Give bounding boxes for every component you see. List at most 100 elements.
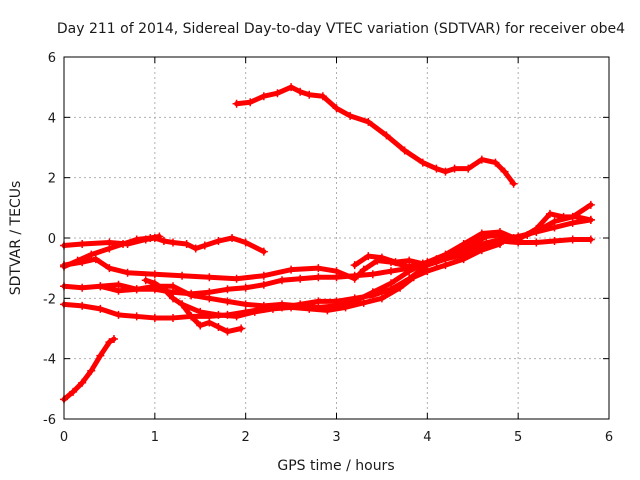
data-point <box>532 224 541 233</box>
data-point <box>305 90 314 99</box>
data-point <box>368 270 377 279</box>
x-tick-label: 1 <box>151 430 159 445</box>
data-point <box>441 261 450 270</box>
data-point <box>78 258 87 267</box>
data-point <box>132 312 141 321</box>
data-point <box>259 247 268 256</box>
data-point <box>477 155 486 164</box>
data-point <box>250 307 259 316</box>
data-point <box>350 261 359 270</box>
data-point <box>477 229 486 238</box>
data-point <box>350 271 359 280</box>
data-point <box>96 304 105 313</box>
series-arc-d <box>60 200 595 298</box>
series-arc-g <box>141 276 246 336</box>
data-point <box>205 273 214 282</box>
data-point <box>105 244 114 253</box>
y-tick-label: -2 <box>43 292 56 307</box>
data-point <box>232 99 241 108</box>
data-point <box>214 237 223 246</box>
data-point <box>459 255 468 264</box>
data-point <box>237 324 246 333</box>
data-point <box>387 279 395 288</box>
data-point <box>91 255 100 264</box>
data-point <box>105 264 114 273</box>
data-point <box>323 306 332 315</box>
series-arc-h <box>178 240 504 321</box>
data-point <box>382 131 391 140</box>
y-axis-label: SDTVAR / TECUs <box>8 181 24 296</box>
data-point <box>532 238 541 247</box>
data-point <box>169 238 177 247</box>
data-point <box>568 235 577 244</box>
data-point <box>123 268 132 277</box>
data-point <box>514 235 523 244</box>
data-point <box>586 215 595 224</box>
data-point <box>178 271 187 280</box>
data-point <box>432 258 441 267</box>
data-point <box>314 273 323 282</box>
data-point <box>150 270 159 279</box>
data-point <box>223 297 232 306</box>
data-point <box>78 240 87 249</box>
data-point <box>232 274 241 283</box>
x-tick-label: 5 <box>514 430 522 445</box>
data-point <box>150 279 159 288</box>
data-point <box>268 304 277 313</box>
data-point <box>241 238 250 247</box>
data-point <box>246 98 255 107</box>
data-point <box>96 351 105 360</box>
data-point <box>332 104 341 113</box>
data-point <box>359 265 368 274</box>
data-point <box>87 366 96 375</box>
data-point <box>278 276 286 285</box>
data-point <box>287 303 296 312</box>
data-point <box>559 212 568 221</box>
data-point <box>550 223 559 232</box>
data-point <box>418 158 427 167</box>
data-point <box>132 285 141 294</box>
data-point <box>359 298 368 307</box>
data-point <box>509 179 518 188</box>
data-point <box>368 288 377 297</box>
data-point <box>214 310 223 319</box>
data-point <box>387 267 395 276</box>
data-point <box>364 117 373 126</box>
data-point <box>259 271 268 280</box>
data-point <box>364 252 373 261</box>
data-point <box>496 227 504 236</box>
data-point <box>332 273 341 282</box>
x-tick-label: 0 <box>60 430 68 445</box>
data-point <box>205 294 214 303</box>
ticks: 0 1 2 3 4 5 6 -6 -4 -2 0 2 4 6 <box>43 51 613 445</box>
data-point <box>573 212 582 221</box>
data-point <box>87 250 96 259</box>
data-point <box>191 244 200 253</box>
data-point <box>568 218 577 227</box>
data-point <box>287 83 296 92</box>
data-point <box>586 200 595 209</box>
y-tick-label: 2 <box>48 172 56 187</box>
data-point <box>377 253 386 262</box>
data-point <box>477 246 486 255</box>
data-point <box>150 313 159 322</box>
x-axis-label: GPS time / hours <box>277 458 394 474</box>
data-point <box>346 111 355 120</box>
data-point <box>432 164 441 173</box>
series-arc-high <box>232 83 518 188</box>
data-point <box>187 312 196 321</box>
data-point <box>169 313 177 322</box>
data-point <box>550 237 559 246</box>
data-point <box>196 321 205 330</box>
data-point <box>314 264 323 273</box>
data-point <box>78 301 87 310</box>
data-point <box>114 310 123 319</box>
data-point <box>223 327 232 336</box>
data-point <box>491 158 500 167</box>
y-tick-label: 0 <box>48 232 56 247</box>
series-line <box>234 84 517 187</box>
data-point <box>400 146 409 155</box>
data-point <box>214 322 223 331</box>
series-arc-low <box>60 335 118 404</box>
